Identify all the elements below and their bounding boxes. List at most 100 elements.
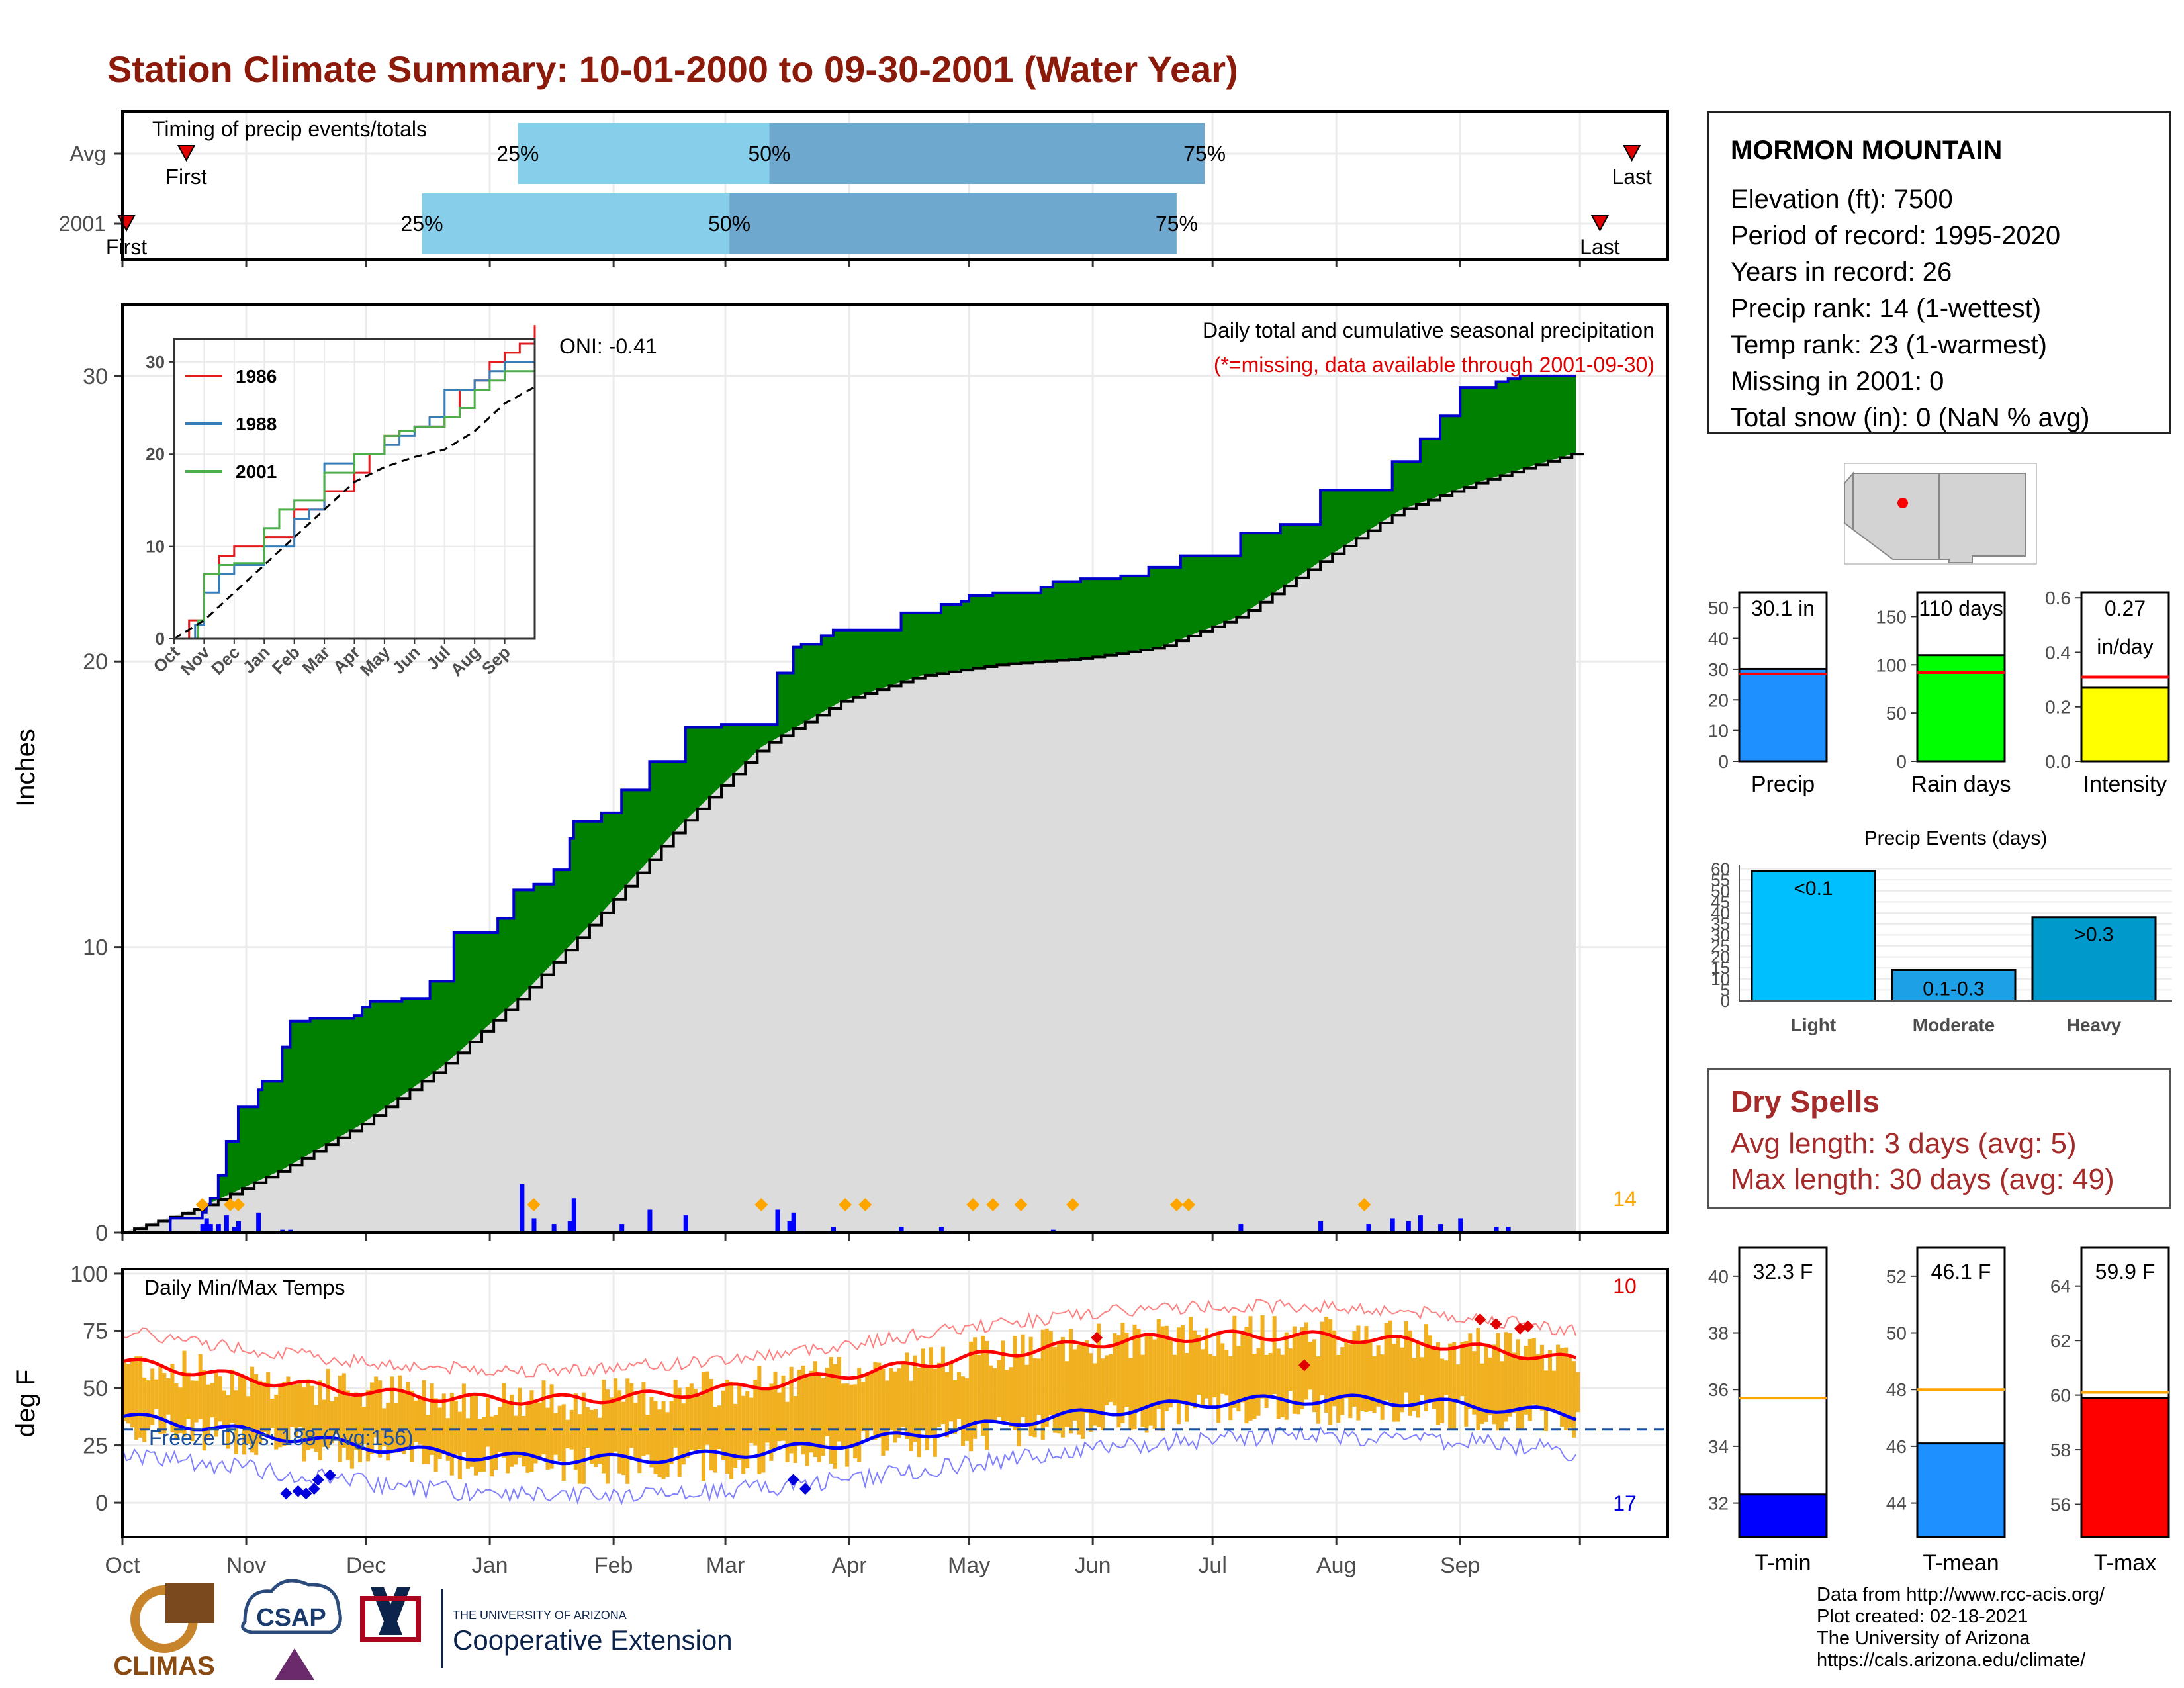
daily-temp-range (398, 1375, 402, 1452)
temp-extreme-marker (300, 1487, 312, 1500)
daily-temp-range (1308, 1342, 1313, 1390)
daily-temp-range (1232, 1315, 1237, 1408)
temp-totals-ytick-label: 44 (1886, 1493, 1907, 1514)
daily-temp-range (294, 1384, 298, 1438)
daily-temp-range (905, 1352, 909, 1439)
month-label-jun: Jun (1075, 1553, 1111, 1578)
totals-bar (1738, 667, 1828, 763)
totals-ytick-label: 10 (1708, 721, 1729, 741)
daily-temp-range (234, 1390, 238, 1454)
events-ytick-label: 30 (1711, 925, 1730, 945)
daily-temp-range (1089, 1353, 1093, 1432)
credit-university: The University of Arizona (1817, 1628, 2030, 1649)
daily-temp-range (981, 1335, 985, 1436)
daily-temp-range (577, 1414, 582, 1484)
daily-temp-range (1320, 1321, 1325, 1395)
totals-ytick-label: 0.6 (2045, 588, 2071, 608)
month-label-dec: Dec (346, 1553, 386, 1578)
daily-temp-range (1048, 1331, 1053, 1416)
temp-ytick-label: 100 (70, 1262, 108, 1287)
daily-temp-range (142, 1377, 147, 1442)
daily-temp-range (1356, 1325, 1361, 1421)
daily-temp-range (1539, 1344, 1544, 1411)
timing-p50-label: 50% (708, 212, 751, 236)
daily-temp-range (869, 1372, 874, 1430)
daily-temp-range (1400, 1347, 1404, 1413)
daily-temp-range (1560, 1348, 1565, 1427)
month-label-sep: Sep (1440, 1553, 1480, 1578)
daily-temp-range (629, 1383, 634, 1448)
daily-temp-range (1060, 1336, 1065, 1438)
daily-temp-range (378, 1380, 383, 1458)
daily-temp-range (282, 1382, 287, 1446)
daily-temp-range (625, 1378, 630, 1484)
daily-temp-range (741, 1395, 746, 1474)
daily-temp-range (1244, 1327, 1249, 1424)
daily-precip-bar (647, 1209, 653, 1233)
daily-temp-range (785, 1401, 790, 1462)
events-category-label: Moderate (1913, 1015, 1995, 1035)
daily-temp-range (222, 1390, 226, 1425)
daily-temp-range (238, 1376, 243, 1426)
last-marker (1623, 145, 1641, 162)
temp-totals-ytick-label: 40 (1708, 1266, 1729, 1287)
daily-temp-range (653, 1401, 658, 1474)
daily-temp-range (1284, 1332, 1289, 1420)
daily-temp-range (506, 1401, 510, 1474)
daily-temp-range (993, 1368, 997, 1422)
daily-temp-range (701, 1372, 705, 1481)
csap-mountain-icon (275, 1648, 314, 1680)
daily-temp-range (1028, 1336, 1033, 1436)
daily-temp-range (1572, 1361, 1576, 1438)
credit-plot-created: Plot created: 02-18-2021 (1817, 1606, 2028, 1627)
daily-temp-range (218, 1376, 222, 1422)
daily-temp-range (1388, 1320, 1392, 1403)
daily-temp-range (1017, 1354, 1021, 1447)
daily-temp-range (957, 1372, 962, 1419)
daily-precip-bar (280, 1229, 285, 1233)
daily-temp-range (318, 1380, 322, 1461)
daily-temp-range (845, 1383, 850, 1467)
daily-temp-range (1408, 1330, 1412, 1416)
station-precip-rank: Precip rank: 14 (1-wettest) (1731, 294, 2042, 323)
daily-temp-range (533, 1401, 538, 1464)
daily-precip-bar (1238, 1224, 1244, 1233)
daily-temp-range (1444, 1360, 1449, 1395)
temp-extreme-marker (1091, 1331, 1103, 1344)
daily-temp-range (1500, 1361, 1504, 1430)
inset-ytick-label: 30 (146, 352, 165, 372)
daily-temp-range (1527, 1338, 1532, 1421)
totals-bar (1916, 654, 2006, 763)
temp-totals-ytick-label: 64 (2050, 1276, 2071, 1297)
daily-temp-range (849, 1384, 854, 1448)
timing-p25-label: 25% (400, 212, 443, 236)
daily-temp-range (805, 1377, 809, 1466)
daily-temp-range (773, 1371, 778, 1450)
daily-temp-range (270, 1398, 275, 1428)
daily-temp-range (457, 1411, 462, 1479)
daily-precip-bar (204, 1218, 209, 1233)
daily-temp-range (1109, 1354, 1113, 1402)
daily-temp-range (1024, 1364, 1029, 1425)
last-marker (1590, 215, 1610, 232)
daily-temp-range (266, 1372, 271, 1436)
station-snow: Total snow (in): 0 (NaN % avg) (1731, 403, 2090, 432)
record-min-line (122, 1425, 1577, 1505)
daily-temp-range (1480, 1363, 1484, 1424)
daily-temp-range (681, 1403, 686, 1465)
daily-temp-range (1556, 1344, 1561, 1411)
daily-precip-bar (791, 1212, 796, 1233)
totals-ytick-label: 40 (1708, 629, 1729, 649)
heavy-precip-marker (1066, 1198, 1079, 1211)
daily-temp-range (1384, 1323, 1388, 1401)
events-category-label: Heavy (2067, 1015, 2122, 1035)
daily-temp-range (449, 1392, 454, 1476)
heavy-precip-marker (754, 1198, 768, 1211)
daily-temp-range (944, 1372, 949, 1438)
daily-temp-range (341, 1373, 346, 1448)
timing-p50-label: 50% (748, 142, 790, 165)
daily-temp-range (1380, 1354, 1385, 1420)
daily-temp-range (1116, 1335, 1121, 1428)
daily-temp-range (357, 1395, 363, 1463)
